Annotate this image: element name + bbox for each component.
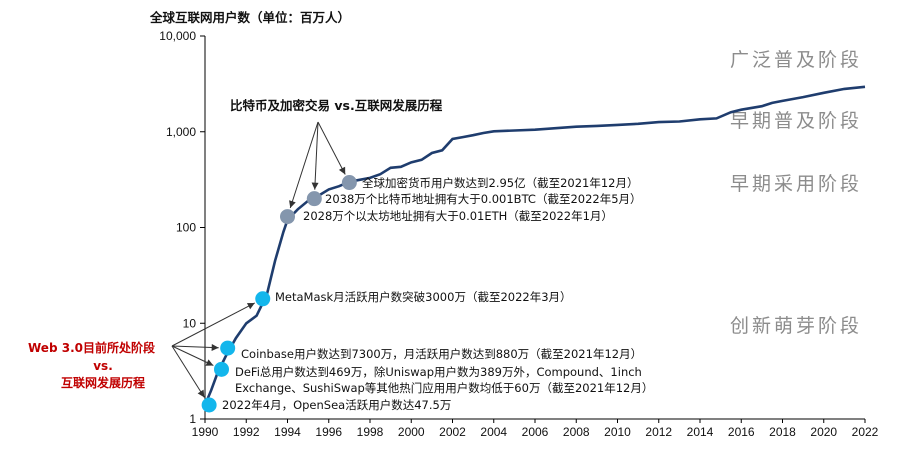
- web3-label-defi-line2: Exchange、SushiSwap等其他热门应用用户数均低于60万（截至202…: [235, 381, 653, 395]
- axes: [204, 36, 865, 420]
- x-tick-label: 2004: [480, 425, 507, 439]
- x-tick-label: 2010: [604, 425, 631, 439]
- crypto-arrow-1-head: [289, 200, 296, 209]
- crypto-arrow-2: [314, 121, 319, 190]
- web3-marker-3: [220, 340, 236, 356]
- crypto-arrow-3-head: [338, 166, 346, 175]
- x-tick-label: 2020: [810, 425, 837, 439]
- crypto-label-1: 2028万个以太坊地址拥有大于0.01ETH（截至2022年1月）: [303, 209, 613, 223]
- crypto-marker-1: [280, 209, 295, 225]
- crypto-group-title: 比特币及加密交易 vs.互联网发展历程: [230, 98, 443, 113]
- x-tick-label: 1990: [192, 425, 219, 439]
- web3-arrow-3: [171, 345, 219, 349]
- web3-arrow-4: [171, 302, 255, 347]
- web3-arrow-1-head: [197, 389, 205, 398]
- markers: [201, 175, 357, 413]
- web3-label-opensea: 2022年4月，OpenSea活跃用户数达47.5万: [222, 398, 451, 412]
- web3-group-title-line3: 互联网发展历程: [61, 375, 145, 390]
- x-tick-label: 2016: [728, 425, 755, 439]
- crypto-arrow-1: [289, 121, 319, 209]
- web3-marker-4: [255, 291, 271, 307]
- y-tick-label: 100: [176, 221, 196, 235]
- x-tick-label: 2014: [687, 425, 714, 439]
- x-tick-label: 1996: [315, 425, 342, 439]
- x-tick-label: 2002: [439, 425, 466, 439]
- crypto-label-3: 全球加密货币用户数达到2.95亿（截至2021年12月）: [362, 176, 639, 190]
- web3-group-title-line1: Web 3.0目前所处阶段: [28, 340, 156, 355]
- annotation-arrows: [171, 121, 346, 398]
- web3-marker-2: [214, 361, 229, 377]
- web3-marker-1: [201, 397, 217, 413]
- web3-label-coinbase: Coinbase用户数达到7300万，月活跃用户数达到880万（截至2021年1…: [241, 347, 642, 361]
- stage-label-innovation: 创新萌芽阶段: [730, 315, 862, 337]
- series-line-internet-users: [203, 85, 866, 406]
- x-tick-label: 1994: [274, 425, 301, 439]
- stage-label-wide-adoption: 广泛普及阶段: [730, 49, 862, 71]
- x-tick-label: 2008: [563, 425, 590, 439]
- web3-label-defi-line1: DeFi总用户数达到469万，除Uniswap用户数为389万外，Compoun…: [235, 365, 642, 379]
- y-tick-label: 10: [183, 316, 197, 330]
- web3-arrow-2-head: [205, 359, 214, 366]
- crypto-marker-2: [306, 191, 322, 207]
- x-ticks: 1990 1992 1994 1996 1998 2000 2002 2004 2006 2008…: [192, 419, 879, 439]
- y-ticks: 1 10 100 1,000 10,000: [159, 29, 205, 426]
- y-tick-label: 1,000: [166, 125, 196, 139]
- x-tick-label: 2000: [398, 425, 425, 439]
- x-tick-label: 2006: [522, 425, 549, 439]
- crypto-label-2: 2038万个比特币地址拥有大于0.001BTC（截至2022年5月）: [325, 192, 642, 206]
- web3-label-metamask: MetaMask月活跃用户数突破3000万（截至2022年3月）: [275, 290, 572, 304]
- web3-group-title-line2: vs.: [93, 359, 113, 373]
- web3-arrow-2: [171, 345, 214, 366]
- x-tick-label: 1998: [357, 425, 384, 439]
- crypto-marker-3: [341, 175, 357, 191]
- chart-title: 全球互联网用户数（单位：百万人）: [149, 10, 350, 25]
- y-tick-label: 10,000: [159, 29, 196, 43]
- web3-arrow-1: [171, 345, 205, 398]
- x-tick-label: 2012: [645, 425, 672, 439]
- x-tick-label: 2022: [852, 425, 879, 439]
- x-tick-label: 1992: [233, 425, 260, 439]
- stage-label-early-majority: 早期普及阶段: [730, 110, 862, 132]
- y-tick-label: 1: [189, 412, 196, 426]
- crypto-arrow-3: [317, 121, 346, 175]
- web3-arrow-3-head: [211, 344, 219, 352]
- x-tick-label: 2018: [769, 425, 796, 439]
- crypto-arrow-2-head: [311, 182, 319, 190]
- stage-label-early-adopters: 早期采用阶段: [730, 173, 862, 195]
- web3-arrow-4-head: [246, 302, 255, 310]
